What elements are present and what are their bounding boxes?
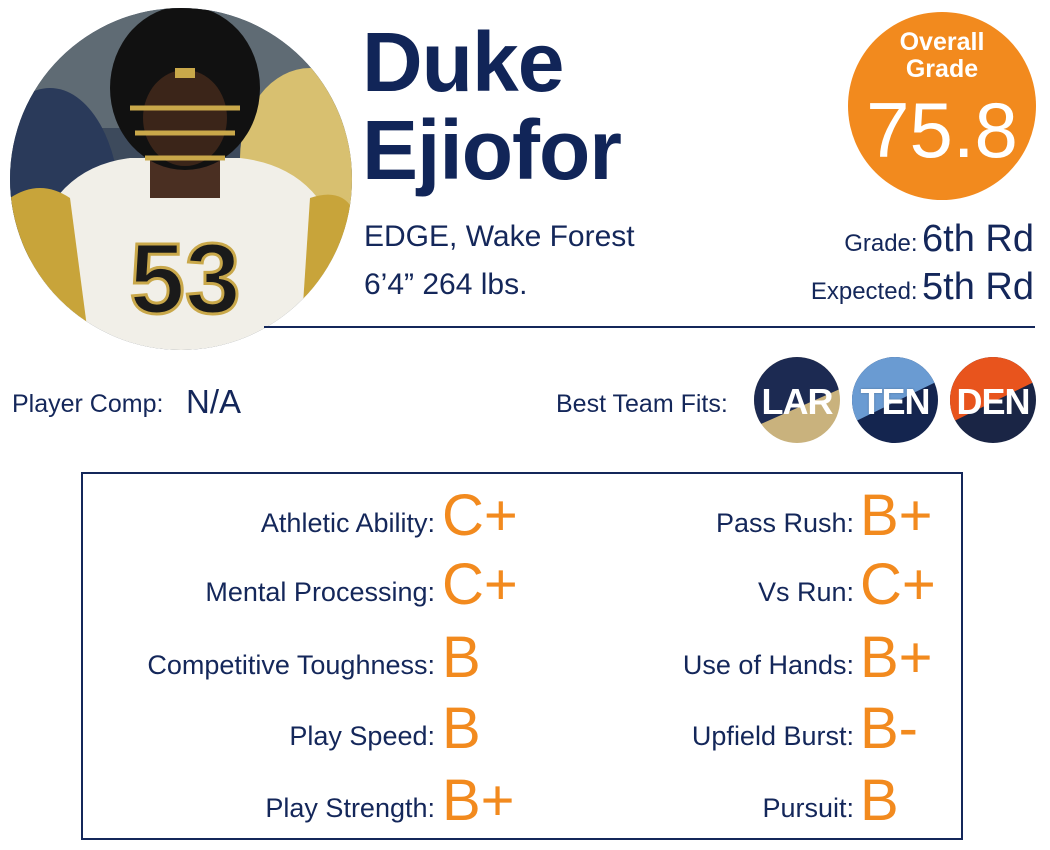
expected-round-label: Expected:	[810, 278, 918, 305]
trait-grade: C+	[442, 552, 518, 617]
player-first-name: Duke	[362, 15, 564, 109]
trait-grade: B	[442, 625, 481, 690]
team-badge-lar: LAR	[754, 357, 840, 443]
overall-grade-value: 75.8	[866, 86, 1018, 174]
player-photo: 53	[10, 8, 352, 350]
trait-label: Pursuit:	[762, 793, 854, 823]
team-badge-ten: TEN	[852, 357, 938, 443]
trait-label: Mental Processing:	[205, 577, 435, 607]
team-lar-label: LAR	[761, 381, 834, 422]
trait-grade: C+	[860, 552, 936, 617]
trait-grade: B+	[860, 625, 933, 690]
header-divider	[264, 326, 1035, 328]
trait-label: Play Strength:	[265, 793, 435, 823]
position-school: EDGE, Wake Forest	[364, 220, 635, 253]
trait-label: Upfield Burst:	[691, 721, 854, 751]
expected-round-row: Expected: 5th Rd	[811, 266, 1034, 309]
trait-label: Play Speed:	[289, 721, 435, 751]
trait-grade: B+	[860, 483, 933, 548]
measurables: 6’4” 264 lbs.	[364, 268, 528, 301]
trait-grade: B-	[860, 696, 918, 761]
trait-label: Competitive Toughness:	[147, 650, 435, 680]
trait-grade: B+	[442, 768, 515, 833]
traits-panel	[81, 472, 963, 840]
overall-grade-badge: Overall Grade 75.8	[848, 12, 1036, 200]
team-den-label: DEN	[956, 381, 1030, 422]
trait-grade: B	[442, 696, 481, 761]
grade-round-label: Grade:	[844, 230, 918, 257]
team-ten-label: TEN	[860, 381, 931, 422]
trait-label: Use of Hands:	[682, 650, 854, 680]
grade-round-row: Grade: 6th Rd	[844, 218, 1034, 261]
player-comp-label: Player Comp:	[12, 390, 164, 418]
grade-round-value: 6th Rd	[922, 218, 1034, 260]
team-fits-label: Best Team Fits:	[556, 390, 728, 418]
jersey-number: 53	[129, 223, 240, 335]
overall-grade-label: Overall Grade	[899, 28, 985, 83]
player-comp-value: N/A	[186, 383, 242, 420]
team-badge-den: DEN	[950, 357, 1036, 443]
player-name: Duke Ejiofor	[362, 15, 622, 197]
trait-label: Pass Rush:	[715, 508, 854, 538]
trait-label: Athletic Ability:	[260, 508, 435, 538]
player-last-name: Ejiofor	[362, 103, 622, 197]
trait-grade: C+	[442, 483, 518, 548]
expected-round-value: 5th Rd	[922, 266, 1034, 308]
trait-grade: B	[860, 768, 899, 833]
trait-label: Vs Run:	[757, 577, 854, 607]
